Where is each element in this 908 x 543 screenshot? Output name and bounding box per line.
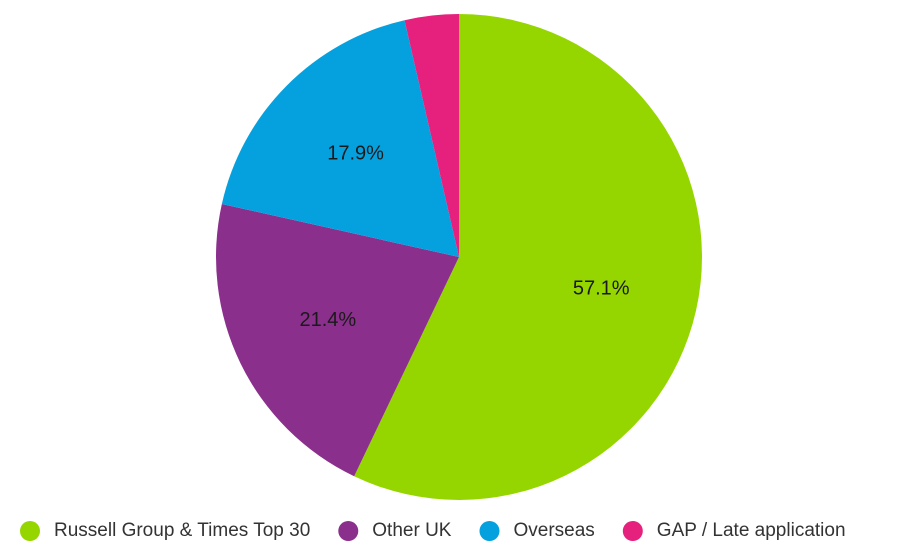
legend-item-overseas: Overseas (479, 520, 595, 541)
legend-swatch-overseas (479, 521, 500, 541)
pie-data-labels: 57.1% 21.4% 17.9% (300, 143, 630, 332)
legend-swatch-gap-late-application (622, 521, 643, 541)
pie-slices (215, 14, 702, 500)
legend: Russell Group & Times Top 30 Other UK Over… (20, 520, 846, 541)
pie-slice-overseas (221, 20, 459, 257)
pie-slice-other-uk (215, 203, 459, 477)
legend-label-other-uk: Other UK (372, 520, 452, 541)
pie-slice-gap-late-application (404, 14, 459, 257)
data-label-other-uk: 21.4% (300, 309, 357, 331)
pie-slice-russell-group-times-top-30 (354, 14, 702, 500)
legend-swatch-russell-group-times-top-30 (20, 521, 40, 541)
legend-label-gap-late-application: GAP / Late application (657, 520, 846, 541)
data-label-overseas: 17.9% (327, 143, 384, 165)
legend-label-overseas: Overseas (513, 520, 594, 541)
legend-swatch-other-uk (338, 521, 359, 541)
legend-label-russell-group-times-top-30: Russell Group & Times Top 30 (54, 520, 310, 541)
legend-item-russell-group-times-top-30: Russell Group & Times Top 30 (20, 520, 310, 541)
legend-item-gap-late-application: GAP / Late application (622, 520, 846, 541)
data-label-russell-group-times-top-30: 57.1% (573, 278, 630, 300)
legend-item-other-uk: Other UK (338, 520, 452, 541)
